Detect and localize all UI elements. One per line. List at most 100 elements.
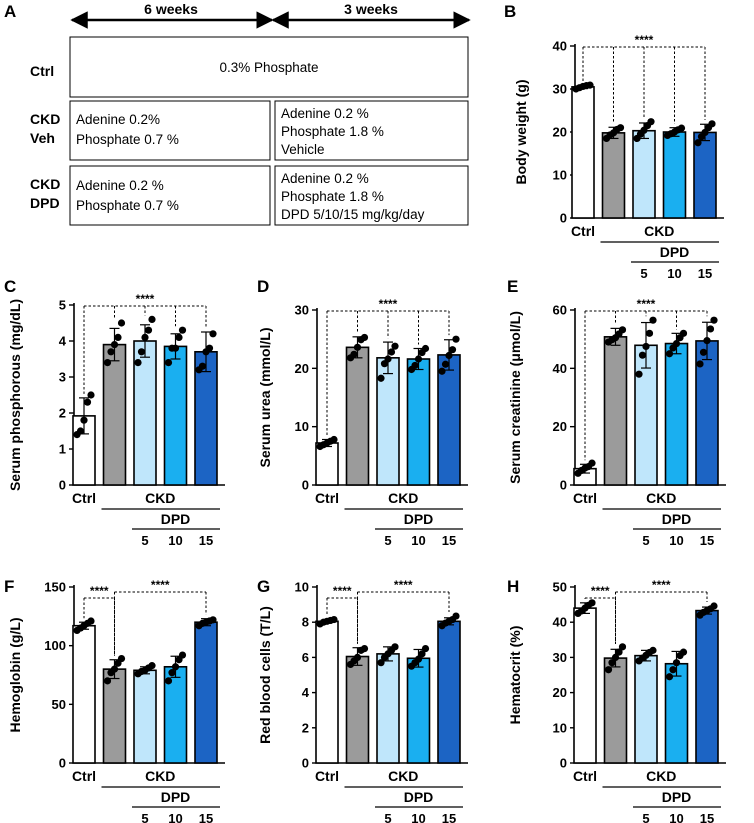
y-tick-label: 0 (560, 756, 567, 771)
y-tick-label: 10 (553, 168, 567, 183)
group-label-ctrl: Ctrl (315, 490, 339, 506)
data-point (448, 346, 457, 354)
data-point (164, 359, 173, 367)
ckd-dpd-p2-line1: Adenine 0.2 % (281, 171, 369, 186)
data-point (445, 351, 453, 360)
chart-panel-h: H Hematocrit (%) 0 10 20 30 40 50 **** **** Ctrl CK… (507, 577, 726, 823)
group-label-ckd: CKD (145, 490, 175, 506)
data-point (411, 361, 419, 370)
y-tick-label: 30 (553, 650, 567, 665)
panel-label: H (507, 577, 519, 596)
dose-label: 5 (384, 811, 391, 823)
y-axis-title: Hemoglobin (g/L) (7, 617, 23, 732)
chart-panel-c: C Serum phosphorous (mg/dL) 0 1 2 3 4 5 **** Ctrl… (4, 277, 225, 548)
y-tick-label: 3 (59, 370, 66, 385)
data-point (80, 416, 88, 424)
ckd-dpd-phase1-box (69, 165, 271, 226)
bar-dpd-10 (664, 342, 689, 486)
data-point (137, 348, 146, 356)
data-point (665, 350, 674, 358)
y-tick-label: 0 (302, 478, 309, 493)
bar-dpd-10 (406, 657, 431, 764)
data-point (618, 326, 627, 334)
group-label-ckd: CKD (646, 768, 676, 784)
y-axis-title: Serum phosphorous (mg/dL) (7, 299, 23, 491)
significance-stars: **** (90, 584, 109, 598)
significance-stars: **** (591, 584, 610, 598)
bar-ckd (345, 655, 370, 764)
data-point (452, 335, 460, 343)
data-point (377, 374, 385, 382)
dose-label: 15 (199, 811, 213, 823)
group-label-ckd: CKD (388, 768, 418, 784)
y-tick-label: 4 (302, 685, 310, 700)
y-tick-label: 20 (553, 685, 567, 700)
data-point (706, 325, 715, 333)
y-tick-label: 10 (295, 419, 309, 434)
ckd-dpd-p1-line1: Adenine 0.2 % (76, 178, 164, 193)
ckd-dpd-p2-line2: Phosphate 1.8 % (281, 189, 384, 204)
group-label-ctrl: Ctrl (571, 223, 595, 239)
group-label-dpd: DPD (404, 789, 434, 805)
data-point (611, 653, 620, 662)
group-label-ctrl: Ctrl (72, 768, 96, 784)
y-tick-label: 0 (302, 756, 309, 771)
data-point (360, 333, 369, 342)
y-tick-label: 150 (44, 580, 66, 595)
y-axis-title: Body weight (g) (513, 80, 529, 185)
bar-ckd (345, 346, 370, 486)
panel-label: E (507, 277, 518, 296)
ckd-veh-phase1-box (69, 100, 271, 161)
data-point (87, 617, 95, 625)
y-tick-label: 10 (295, 580, 309, 595)
significance-stars: **** (136, 292, 155, 306)
data-point (642, 342, 650, 351)
dose-label: 5 (141, 533, 148, 548)
data-point (164, 677, 173, 685)
y-axis-title: Hematocrit (%) (507, 626, 523, 725)
data-point (353, 653, 362, 662)
panel-label: F (4, 577, 14, 596)
data-point (414, 355, 423, 363)
data-point (360, 645, 369, 653)
data-point (377, 659, 385, 667)
y-tick-label: 50 (553, 580, 567, 595)
dose-label: 5 (640, 266, 647, 281)
y-axis-title: Serum urea (mmol/L) (257, 327, 273, 467)
row-label-ctrl: Ctrl (30, 63, 54, 79)
y-tick-label: 0 (59, 478, 66, 493)
data-point (144, 326, 153, 334)
dose-label: 10 (411, 811, 425, 823)
data-point (672, 339, 681, 348)
y-axis-title: Red blood cells (T/L) (257, 606, 273, 744)
y-tick-label: 5 (59, 298, 66, 313)
significance-stars: **** (151, 578, 170, 592)
dose-label: 15 (199, 533, 213, 548)
data-point (350, 350, 358, 358)
chart-panel-e: E Serum creatinine (μmol/L) 0 20 40 60 **** Ctr… (507, 277, 726, 548)
group-label-ckd: CKD (388, 490, 418, 506)
data-point (608, 659, 616, 667)
data-point (148, 662, 156, 670)
dose-label: 10 (667, 266, 681, 281)
data-point (418, 650, 426, 658)
data-point (87, 391, 95, 399)
data-point (677, 124, 686, 132)
y-tick-label: 0 (560, 478, 567, 493)
y-axis-title: Serum creatinine (μmol/L) (507, 311, 523, 484)
data-point (103, 359, 112, 367)
bar-dpd-5 (376, 653, 400, 764)
data-point (708, 120, 716, 128)
data-point (696, 360, 704, 368)
row-label-ckd-2: CKD (30, 176, 60, 192)
group-label-ckd: CKD (646, 490, 676, 506)
y-tick-label: 50 (52, 697, 66, 712)
bar-ckd (603, 336, 628, 486)
data-point (694, 139, 702, 147)
data-point (209, 330, 217, 338)
group-label-ckd: CKD (644, 223, 674, 239)
phase2-weeks-label: 3 weeks (344, 1, 398, 17)
data-point (588, 459, 596, 467)
y-tick-label: 6 (302, 650, 309, 665)
